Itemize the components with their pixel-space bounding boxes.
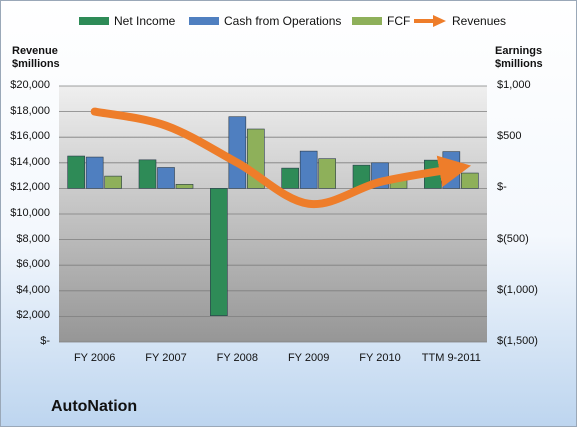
- left-tick-label-4: $12,000: [10, 181, 50, 194]
- bar-net-income-1: [138, 159, 157, 189]
- left-axis-title: Revenue $millions: [12, 45, 60, 71]
- legend-item-cash-from-operations: Cash from Operations: [189, 14, 341, 28]
- bar-cash-from-operations-3: [299, 150, 318, 189]
- left-tick-label-3: $14,000: [10, 155, 50, 168]
- right-tick-label-1: $500: [497, 130, 522, 143]
- legend-label-revenues: Revenues: [452, 14, 507, 28]
- legend-label-fcf: FCF: [387, 14, 411, 28]
- left-tick-label-6: $8,000: [16, 232, 50, 245]
- right-tick-label-5: $(1,500): [497, 335, 538, 347]
- right-tick-label-4: $(1,000): [497, 283, 538, 296]
- legend-item-revenues: Revenues: [413, 14, 506, 28]
- category-label-4: FY 2010: [359, 352, 401, 364]
- legend-swatch-revenues: [414, 15, 446, 27]
- left-tick-label-9: $2,000: [16, 309, 50, 322]
- left-tick-label-5: $10,000: [10, 207, 50, 219]
- category-label-2: FY 2008: [216, 352, 259, 364]
- bar-cash-from-operations-0: [85, 156, 104, 189]
- category-label-5: TTM 9-2011: [421, 352, 481, 364]
- revenue-line-series: [90, 107, 472, 209]
- bar-cash-from-operations-2: [228, 116, 247, 189]
- category-label-1: FY 2007: [145, 352, 187, 364]
- left-tick-label-2: $16,000: [10, 130, 50, 143]
- bar-fcf-3: [318, 158, 336, 189]
- legend-swatch-net-income: [79, 17, 109, 25]
- legend-swatch-cash-from-operations: [189, 17, 219, 25]
- bar-net-income-0: [67, 155, 85, 189]
- gridlines: [59, 85, 487, 343]
- left-tick-label-8: $4,000: [16, 283, 50, 296]
- left-tick-label-7: $6,000: [16, 258, 50, 271]
- legend-item-fcf: FCF: [352, 14, 410, 28]
- right-tick-label-0: $1,000: [497, 79, 531, 91]
- bar-fcf-0: [104, 175, 122, 189]
- right-axis-title: Earnings $millions: [495, 45, 543, 71]
- legend-label-net-income: Net Income: [114, 14, 176, 28]
- left-axis-title-line1: Revenue: [12, 45, 58, 57]
- right-axis-title-line1: Earnings: [495, 45, 543, 57]
- right-tick-label-3: $(500): [497, 232, 529, 245]
- right-axis-title-line2: $millions: [495, 58, 543, 70]
- left-tick-label-10: $-: [40, 335, 50, 347]
- bar-fcf-1: [175, 184, 194, 189]
- category-label-0: FY 2006: [73, 352, 116, 364]
- legend-label-cash-from-operations: Cash from Operations: [224, 14, 342, 28]
- category-label-3: FY 2009: [287, 352, 330, 364]
- left-axis-title-line2: $millions: [12, 58, 60, 70]
- right-tick-label-2: $-: [497, 181, 507, 194]
- bar-fcf-5: [461, 172, 479, 189]
- left-tick-label-1: $18,000: [10, 104, 50, 117]
- bar-net-income-2: [210, 188, 228, 316]
- revenue-line: [90, 107, 472, 209]
- left-tick-label-0: $20,000: [10, 79, 50, 91]
- legend-swatch-fcf: [352, 17, 382, 25]
- legend-item-net-income: Net Income: [79, 14, 175, 28]
- legend: Net Income Cash from Operations FCF Reve…: [0, 14, 577, 34]
- company-name: AutoNation: [51, 398, 138, 415]
- bar-cash-from-operations-1: [157, 167, 175, 189]
- bar-net-income-3: [281, 167, 299, 189]
